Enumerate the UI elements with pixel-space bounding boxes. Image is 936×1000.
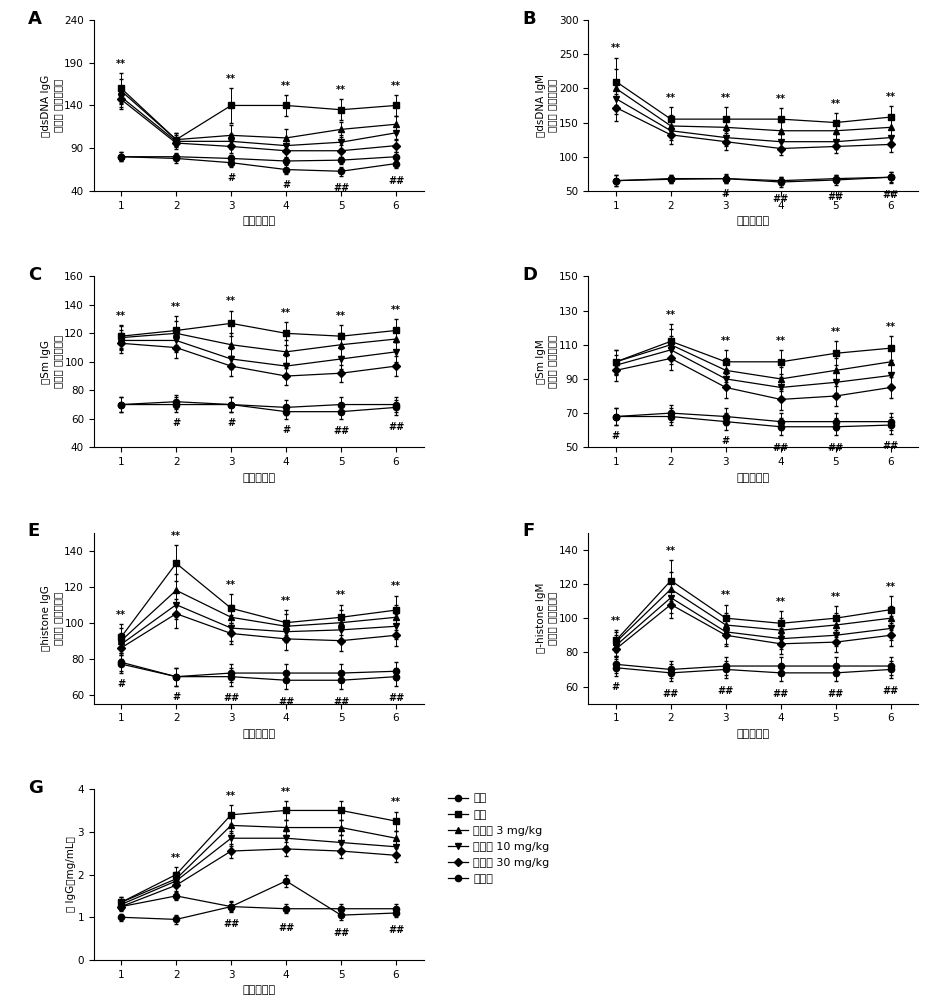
Text: G: G: [28, 779, 42, 797]
Text: **: **: [226, 791, 236, 801]
Text: ##: ##: [717, 686, 733, 696]
Text: **: **: [610, 43, 621, 53]
Y-axis label: 抗Sm IgM
（相对 酶指数％）: 抗Sm IgM （相对 酶指数％）: [535, 335, 557, 388]
Text: **: **: [116, 59, 126, 69]
Text: ##: ##: [278, 697, 294, 707]
Text: **: **: [226, 74, 236, 84]
Text: **: **: [281, 787, 291, 797]
Text: **: **: [171, 531, 181, 541]
Text: **: **: [281, 596, 291, 606]
Text: **: **: [336, 85, 345, 95]
Text: **: **: [281, 308, 291, 318]
Text: #: #: [172, 692, 180, 702]
Text: **: **: [665, 310, 675, 320]
Text: **: **: [281, 81, 291, 91]
Text: E: E: [28, 522, 40, 540]
Text: ##: ##: [388, 693, 403, 703]
X-axis label: 时间（月）: 时间（月）: [736, 216, 769, 226]
Text: B: B: [522, 10, 535, 28]
Text: ##: ##: [772, 194, 788, 204]
Text: #: #: [721, 436, 729, 446]
Text: ##: ##: [662, 689, 679, 699]
Text: **: **: [830, 99, 840, 109]
Text: **: **: [885, 582, 895, 592]
Text: ##: ##: [388, 176, 403, 186]
Text: **: **: [171, 302, 181, 312]
Text: ##: ##: [388, 422, 403, 432]
Text: #: #: [611, 682, 620, 692]
Y-axis label: 抗dsDNA IgM
（相对 酶指数％）: 抗dsDNA IgM （相对 酶指数％）: [535, 74, 557, 137]
Text: **: **: [775, 94, 785, 104]
Text: **: **: [775, 597, 785, 607]
Text: **: **: [116, 311, 126, 321]
Text: #: #: [172, 418, 180, 428]
Text: **: **: [336, 311, 345, 321]
Text: ##: ##: [826, 192, 843, 202]
Text: ##: ##: [332, 183, 349, 193]
Text: #: #: [721, 189, 729, 199]
X-axis label: 时间（月）: 时间（月）: [736, 473, 769, 483]
Text: ##: ##: [772, 689, 788, 699]
Text: ##: ##: [882, 686, 898, 696]
Text: ##: ##: [278, 923, 294, 933]
Text: **: **: [720, 336, 730, 346]
Text: **: **: [720, 93, 730, 103]
Text: ##: ##: [223, 919, 239, 929]
Text: **: **: [390, 797, 401, 807]
Text: **: **: [830, 327, 840, 337]
Text: ##: ##: [332, 426, 349, 436]
X-axis label: 时间（月）: 时间（月）: [241, 473, 275, 483]
Text: **: **: [226, 296, 236, 306]
Y-axis label: 抗-histone IgM
（相对 酶指数％）: 抗-histone IgM （相对 酶指数％）: [535, 583, 557, 653]
Text: **: **: [336, 590, 345, 600]
X-axis label: 时间（月）: 时间（月）: [241, 216, 275, 226]
Y-axis label: 抗histone IgG
（相对 酶指数％）: 抗histone IgG （相对 酶指数％）: [41, 585, 63, 651]
Legend: 空白, 模型, 黄连碱 3 mg/kg, 黄连碱 10 mg/kg, 黄连碱 30 mg/kg, 波尼松: 空白, 模型, 黄连碱 3 mg/kg, 黄连碱 10 mg/kg, 黄连碱 3…: [446, 791, 551, 886]
Text: ##: ##: [826, 443, 843, 453]
X-axis label: 时间（月）: 时间（月）: [241, 729, 275, 739]
Text: ##: ##: [826, 689, 843, 699]
X-axis label: 时间（月）: 时间（月）: [736, 729, 769, 739]
Text: #: #: [227, 418, 235, 428]
Text: **: **: [390, 81, 401, 91]
Text: **: **: [665, 546, 675, 556]
Text: ##: ##: [223, 693, 239, 703]
Text: #: #: [227, 173, 235, 183]
Text: A: A: [28, 10, 41, 28]
X-axis label: 时间（月）: 时间（月）: [241, 985, 275, 995]
Text: **: **: [830, 592, 840, 602]
Text: **: **: [390, 581, 401, 591]
Text: ##: ##: [772, 443, 788, 453]
Text: #: #: [282, 180, 290, 190]
Text: **: **: [116, 610, 126, 620]
Text: ##: ##: [882, 441, 898, 451]
Text: ##: ##: [388, 925, 403, 935]
Y-axis label: 抗dsDNA IgG
（相对 酶指数％）: 抗dsDNA IgG （相对 酶指数％）: [41, 74, 63, 137]
Text: ##: ##: [332, 928, 349, 938]
Text: **: **: [885, 322, 895, 332]
Text: **: **: [665, 93, 675, 103]
Text: **: **: [610, 616, 621, 626]
Text: C: C: [28, 266, 41, 284]
Text: **: **: [885, 92, 895, 102]
Text: **: **: [775, 336, 785, 346]
Y-axis label: 总 IgG（mg/mL）: 总 IgG（mg/mL）: [66, 837, 76, 912]
Text: ##: ##: [332, 697, 349, 707]
Text: #: #: [611, 431, 620, 441]
Text: ##: ##: [882, 190, 898, 200]
Y-axis label: 抗Sm IgG
（相对 酶指数％）: 抗Sm IgG （相对 酶指数％）: [41, 335, 63, 388]
Text: **: **: [390, 305, 401, 315]
Text: #: #: [282, 425, 290, 435]
Text: F: F: [522, 522, 534, 540]
Text: **: **: [226, 580, 236, 590]
Text: D: D: [522, 266, 537, 284]
Text: **: **: [720, 590, 730, 600]
Text: #: #: [117, 679, 125, 689]
Text: **: **: [171, 853, 181, 863]
